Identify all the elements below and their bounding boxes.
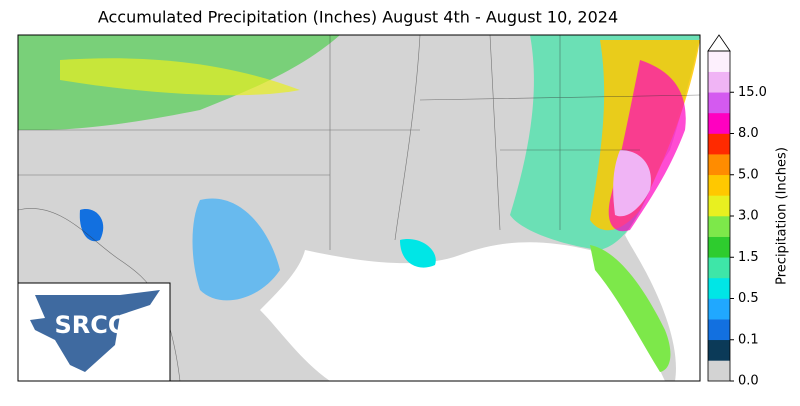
rain-band [60,58,300,96]
colorbar-segment [708,112,730,134]
colorbar-segment [708,92,730,114]
colorbar-segment [708,298,730,320]
colorbar: 0.0 0.1 0.5 1.5 3.0 5.0 8.0 15.0 [707,34,767,389]
colorbar-segment [708,154,730,176]
colorbar-tick-label: 0.5 [738,291,759,306]
colorbar-tick-label: 3.0 [738,209,759,224]
map [17,34,701,382]
colorbar-segment [708,133,730,155]
rain-peak [613,150,651,217]
map-title: Accumulated Precipitation (Inches) Augus… [98,8,618,27]
rain-florida [590,245,671,372]
logo-text: SRCC [55,311,126,339]
rain-texas [192,198,280,301]
colorbar-segment [708,195,730,217]
colorbar-segment [708,277,730,299]
colorbar-tick-label: 0.0 [738,374,759,389]
colorbar-segment [708,71,730,93]
colorbar-tick-label: 0.1 [738,332,759,347]
colorbar-tick-label: 15.0 [738,85,767,100]
logo: SRCC [17,282,171,382]
colorbar-segment [708,51,730,72]
gulf [260,242,665,381]
colorbar-segment [708,236,730,258]
colorbar-extend [707,34,731,52]
colorbar-tick-label: 8.0 [738,126,759,141]
colorbar-segment [708,257,730,279]
colorbar-segment [708,319,730,341]
colorbar-segment [708,174,730,196]
colorbar-tick-label: 1.5 [738,250,759,265]
colorbar-label: Precipitation (Inches) [775,147,790,285]
colorbar-tick-label: 5.0 [738,167,759,182]
colorbar-segment [708,339,730,361]
colorbar-segment [708,360,730,382]
colorbar-segment [708,216,730,237]
rain-louisiana [400,239,436,268]
